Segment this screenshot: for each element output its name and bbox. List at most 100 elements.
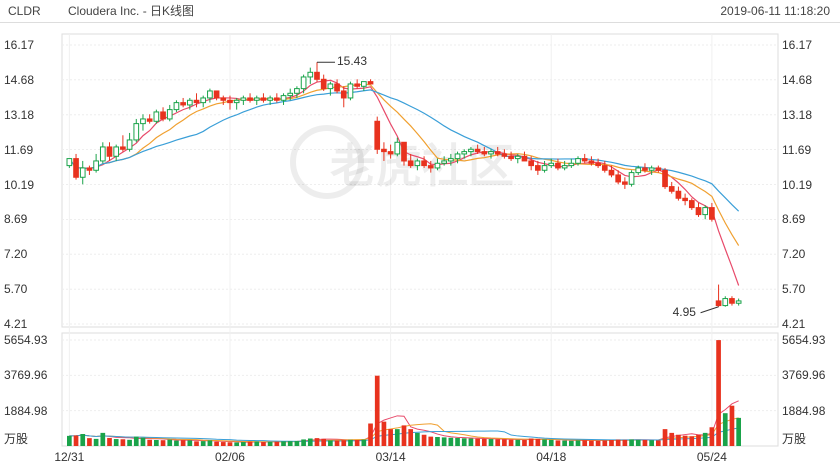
candle-body <box>688 200 695 209</box>
volume-bar <box>281 441 286 446</box>
candle-body <box>354 83 360 87</box>
candle-body <box>648 167 655 171</box>
candle-body <box>662 169 668 188</box>
candle-body <box>66 158 73 167</box>
candle-body <box>655 167 662 171</box>
volume-bar <box>267 441 273 446</box>
volume-bar <box>649 440 654 446</box>
price-tick-right: 7.20 <box>782 247 806 262</box>
candle-body <box>193 99 200 104</box>
candle-body <box>421 160 427 167</box>
volume-bar <box>555 440 561 446</box>
candle-body <box>253 97 260 101</box>
candle-body <box>267 97 273 101</box>
candle-body <box>334 83 340 92</box>
candle-body <box>427 165 434 169</box>
volume-bar <box>589 440 594 446</box>
volume-bar <box>615 439 621 446</box>
volume-bar <box>180 440 186 446</box>
candle-body <box>628 172 635 185</box>
volume-bar <box>374 375 380 446</box>
volume-bar <box>716 340 721 446</box>
candle-body <box>702 207 709 216</box>
candle-body <box>722 298 729 307</box>
volume-bar <box>722 413 728 446</box>
volume-tick-left: 5654.93 <box>4 333 48 347</box>
price-tick-right: 10.19 <box>782 177 813 192</box>
volume-bar <box>428 436 434 446</box>
candle-body <box>521 155 528 162</box>
volume-bar <box>321 438 327 446</box>
candle-body <box>474 148 481 153</box>
volume-tick-right: 1884.98 <box>782 403 826 418</box>
candle-body <box>113 146 120 157</box>
volume-bar <box>421 434 427 446</box>
volume-bar <box>568 440 574 446</box>
candle-body <box>340 90 347 99</box>
candle-body <box>367 81 374 85</box>
candle-body <box>233 99 240 104</box>
volume-bar <box>187 440 193 446</box>
low-leader <box>700 306 719 314</box>
candle-body <box>548 162 555 167</box>
volume-bar <box>381 421 387 446</box>
candle-body <box>287 92 294 97</box>
candle-body <box>448 158 454 162</box>
volume-unit-left: 万股 <box>4 432 29 446</box>
volume-bar <box>227 442 233 446</box>
candle-body <box>528 160 535 167</box>
volume-bar <box>696 434 701 446</box>
volume-bar <box>234 442 240 446</box>
volume-bar <box>328 440 333 446</box>
candle-body <box>260 97 267 101</box>
price-tick-left: 4.21 <box>4 317 28 331</box>
volume-bar <box>528 438 534 446</box>
volume-bar <box>207 440 213 446</box>
candle-body <box>314 71 320 80</box>
price-tick-right: 16.17 <box>782 38 813 52</box>
volume-bar <box>689 436 695 446</box>
volume-bar <box>488 439 494 446</box>
candle-body <box>213 90 220 99</box>
volume-bar <box>147 439 153 446</box>
candle-body <box>140 118 146 125</box>
candle-body <box>394 141 401 155</box>
candle-body <box>381 148 387 153</box>
price-tick-right: 8.69 <box>782 212 806 227</box>
volume-bar <box>662 429 668 446</box>
candle-body <box>153 111 160 122</box>
ma10-line <box>68 83 740 246</box>
volume-tick-left: 1884.98 <box>4 403 48 418</box>
volume-bar <box>368 423 373 446</box>
candle-body <box>668 186 675 192</box>
volume-bar <box>461 438 467 446</box>
candle-body <box>99 146 106 162</box>
x-tick-label: 02/06 <box>214 450 245 464</box>
candle-body <box>93 160 99 171</box>
candle-body <box>160 111 166 120</box>
volume-bar <box>622 439 628 446</box>
candle-body <box>715 300 722 307</box>
candle-body <box>307 71 314 78</box>
volume-bar <box>441 437 447 446</box>
volume-bar <box>241 442 246 446</box>
candle-body <box>682 197 688 202</box>
candle-body <box>106 146 113 157</box>
candle-body <box>300 76 307 90</box>
candle-body <box>126 139 133 150</box>
volume-tick-left: 3769.96 <box>4 368 48 383</box>
candle-body <box>133 123 140 141</box>
volume-bar <box>582 440 588 446</box>
volume-bar <box>602 440 608 446</box>
timestamp: 2019-06-11 11:18:20 <box>720 4 830 18</box>
volume-bar <box>736 417 741 446</box>
volume-bar <box>140 437 146 446</box>
volume-bar <box>341 440 347 446</box>
candle-body <box>481 151 488 155</box>
candle-body <box>595 162 601 167</box>
candle-body <box>180 102 186 106</box>
candle-body <box>535 165 541 171</box>
volume-bar <box>388 429 393 446</box>
volume-bar <box>93 438 99 446</box>
candle-body <box>501 153 508 157</box>
